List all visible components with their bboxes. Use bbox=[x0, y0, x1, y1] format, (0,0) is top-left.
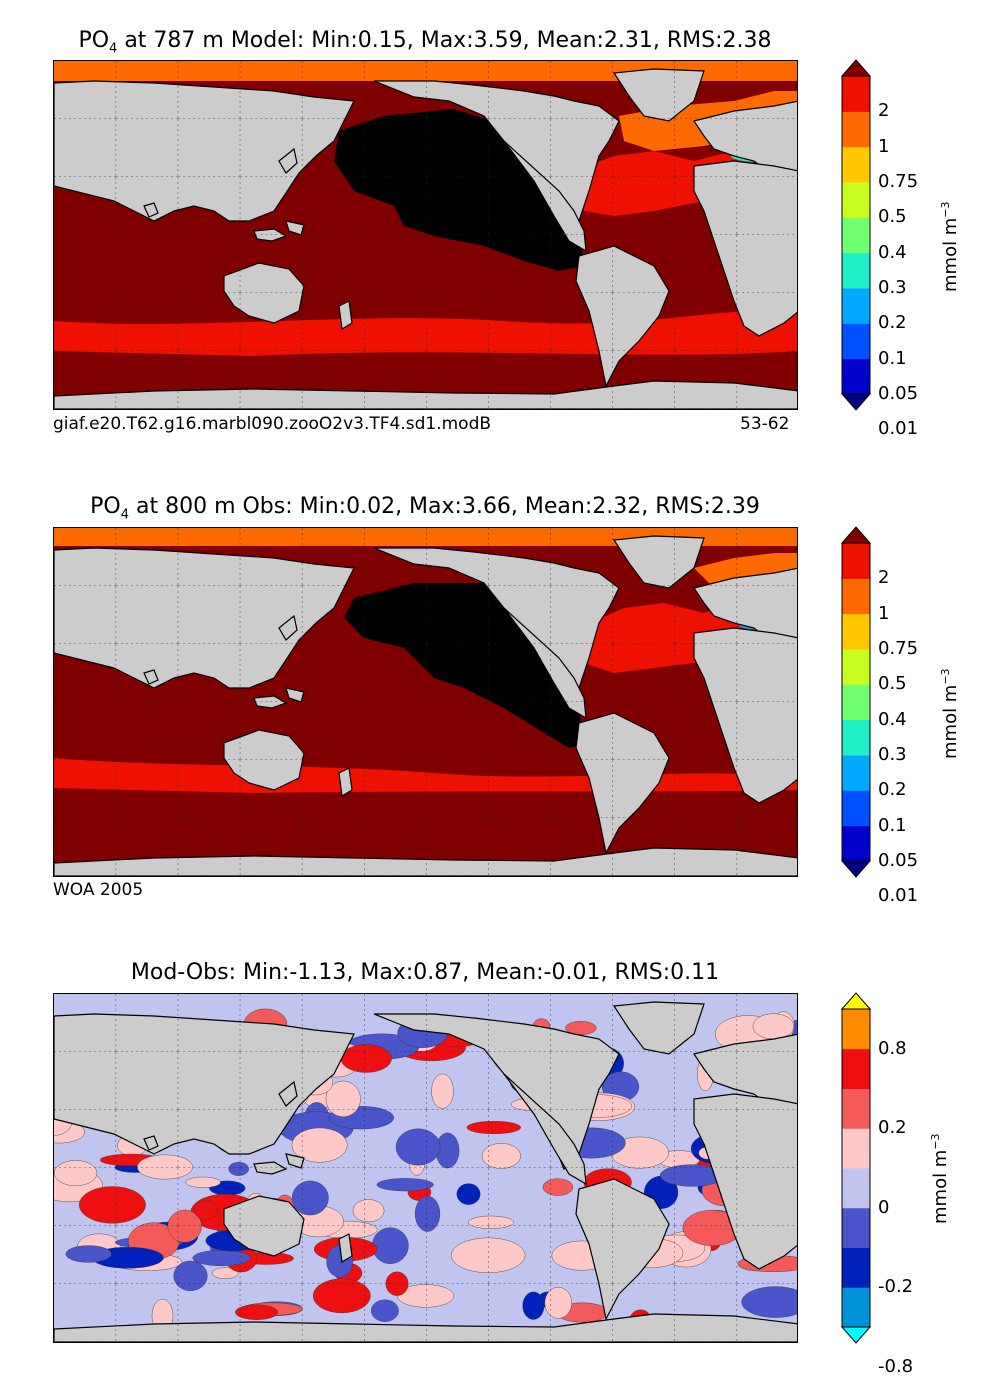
panel2-title-sub: 4 bbox=[120, 507, 129, 523]
panel1-colorbar-svg bbox=[840, 59, 872, 411]
panel2-colorbar-segment bbox=[842, 719, 870, 756]
panel1-colorbar-tick-label: 1 bbox=[878, 135, 890, 157]
panel2-title-rest: at 800 m Obs: Min:0.02, Max:3.66, Mean:2… bbox=[128, 494, 760, 519]
panel3-colorbar-tick-label: 0.2 bbox=[878, 1117, 907, 1139]
panel1-colorbar-tick-label: 0.5 bbox=[878, 206, 907, 228]
panel1-colorbar-segment bbox=[842, 323, 870, 360]
panel1-colorbar-tick-label: 0.2 bbox=[878, 312, 907, 334]
panel2-colorbar-tick-label: 0.01 bbox=[878, 885, 919, 907]
panel2-colorbar-tick-label: 0.4 bbox=[878, 708, 907, 730]
panel1-units-text: mmol m bbox=[940, 217, 961, 292]
panel3-colorbar-segment bbox=[842, 1287, 870, 1328]
panel2-colorbar-tick-label: 0.05 bbox=[878, 850, 919, 871]
panel3-colorbar-segment bbox=[842, 1009, 870, 1050]
panel1-units-sup: −3 bbox=[939, 201, 952, 218]
panel3-colorbar bbox=[840, 992, 872, 1344]
panel1-colorbar-extend-high bbox=[840, 59, 872, 77]
panel2-units-text: mmol m bbox=[940, 684, 961, 759]
panel2-gridlines bbox=[54, 528, 797, 876]
panel3-map bbox=[53, 993, 798, 1343]
panel1-footer-right: 53-62 bbox=[740, 414, 790, 434]
panel3-units-sup: −3 bbox=[929, 1133, 942, 1150]
panel1-colorbar-segment bbox=[842, 182, 870, 218]
panel2-units-sup: −3 bbox=[939, 668, 952, 685]
panel2-colorbar-tick-label: 1 bbox=[878, 602, 890, 624]
panel2-colorbar-tick-label: 2 bbox=[878, 567, 890, 589]
panel2-colorbar-segment bbox=[842, 684, 870, 721]
panel1-colorbar-tick-label: 2 bbox=[878, 100, 890, 122]
panel2-colorbar-segment bbox=[842, 578, 870, 615]
panel2-colorbar-extend-low bbox=[840, 860, 872, 878]
panel1-colorbar bbox=[840, 59, 872, 411]
panel3-colorbar-segment bbox=[842, 1088, 870, 1129]
panel2-colorbar-tick-label: 0.1 bbox=[878, 814, 907, 836]
panel1-title-rest: at 787 m Model: Min:0.15, Max:3.59, Mean… bbox=[117, 28, 772, 53]
panel1-colorbar-tick-label: 0.3 bbox=[878, 277, 907, 298]
panel3-gridlines bbox=[54, 994, 797, 1342]
panel1-colorbar-segment bbox=[842, 217, 870, 254]
panel1-colorbar-segment bbox=[842, 146, 870, 183]
panel1-colorbar-tick-label: 0.4 bbox=[878, 241, 907, 263]
panel1-colorbar-segment bbox=[842, 288, 870, 324]
panel1-colorbar-tick-label: 0.1 bbox=[878, 347, 907, 369]
panel2-colorbar bbox=[840, 526, 872, 878]
panel2-colorbar-outline bbox=[841, 542, 871, 862]
panel3-colorbar-tick-label: -0.8 bbox=[878, 1355, 914, 1377]
panel2-colorbar-segment bbox=[842, 649, 870, 685]
panel1-colorbar-outline bbox=[841, 75, 871, 395]
panel1-gridlines bbox=[54, 61, 797, 409]
panel1-colorbar-tick-label: 0.01 bbox=[878, 418, 919, 440]
panel2-colorbar-tick-label: 0.2 bbox=[878, 779, 907, 801]
panel3-colorbar-tick-label: 0 bbox=[878, 1196, 890, 1218]
panel3-colorbar-tick-label: -0.2 bbox=[878, 1276, 914, 1298]
panel2-colorbar-tick-label: 0.75 bbox=[878, 638, 919, 659]
panel3-colorbar-extend-low bbox=[840, 1326, 872, 1344]
panel2-title: PO4 at 800 m Obs: Min:0.02, Max:3.66, Me… bbox=[0, 494, 850, 522]
panel1-map-svg bbox=[54, 61, 797, 409]
panel1-title-sub: 4 bbox=[109, 41, 118, 57]
panel3-colorbar-tick-label: 0.8 bbox=[878, 1037, 907, 1059]
panel3-colorbar-svg bbox=[840, 992, 872, 1344]
panel1-footer-left: giaf.e20.T62.g16.marbl090.zooO2v3.TF4.sd… bbox=[53, 414, 492, 434]
panel3-colorbar-segment bbox=[842, 1247, 870, 1288]
panel2-colorbar-extend-high bbox=[840, 526, 872, 544]
panel2-colorbar-segment bbox=[842, 790, 870, 827]
panel1-title: PO4 at 787 m Model: Min:0.15, Max:3.59, … bbox=[0, 28, 850, 56]
panel1-colorbar-tick-label: 0.05 bbox=[878, 383, 919, 404]
panel2-colorbar-tick-label: 0.3 bbox=[878, 744, 907, 765]
panel1-colorbar-tick-label: 0.75 bbox=[878, 171, 919, 192]
panel2-map-svg bbox=[54, 528, 797, 876]
panel1-colorbar-extend-low bbox=[840, 393, 872, 411]
panel1-map bbox=[53, 60, 798, 410]
panel3-map-svg bbox=[54, 994, 797, 1342]
panel2-colorbar-tick-label: 0.5 bbox=[878, 673, 907, 695]
panel3-units-text: mmol m bbox=[930, 1149, 951, 1224]
panel1-units: mmol m−3 bbox=[939, 182, 961, 292]
panel2-colorbar-svg bbox=[840, 526, 872, 878]
panel1-colorbar-segment bbox=[842, 111, 870, 148]
panel3-title: Mod-Obs: Min:-1.13, Max:0.87, Mean:-0.01… bbox=[130, 960, 720, 985]
panel2-title-prefix: PO bbox=[90, 494, 121, 519]
panel2-footer-left: WOA 2005 bbox=[53, 880, 144, 900]
panel3-colorbar-segment bbox=[842, 1168, 870, 1209]
panel1-title-prefix: PO bbox=[78, 28, 110, 53]
panel2-map bbox=[53, 527, 798, 877]
panel2-colorbar-segment bbox=[842, 755, 870, 791]
panel1-colorbar-segment bbox=[842, 358, 870, 395]
panel2-colorbar-segment bbox=[842, 543, 870, 579]
panel1-colorbar-segment bbox=[842, 252, 870, 289]
panel2-units: mmol m−3 bbox=[939, 649, 961, 759]
panel3-colorbar-segment bbox=[842, 1128, 870, 1169]
panel3-units: mmol m−3 bbox=[929, 1114, 951, 1224]
panel2-colorbar-segment bbox=[842, 825, 870, 862]
panel1-colorbar-segment bbox=[842, 76, 870, 112]
panel3-colorbar-segment bbox=[842, 1048, 870, 1089]
panel3-colorbar-outline bbox=[841, 1008, 871, 1328]
panel3-colorbar-segment bbox=[842, 1207, 870, 1248]
panel3-colorbar-extend-high bbox=[840, 992, 872, 1010]
panel2-colorbar-segment bbox=[842, 613, 870, 650]
